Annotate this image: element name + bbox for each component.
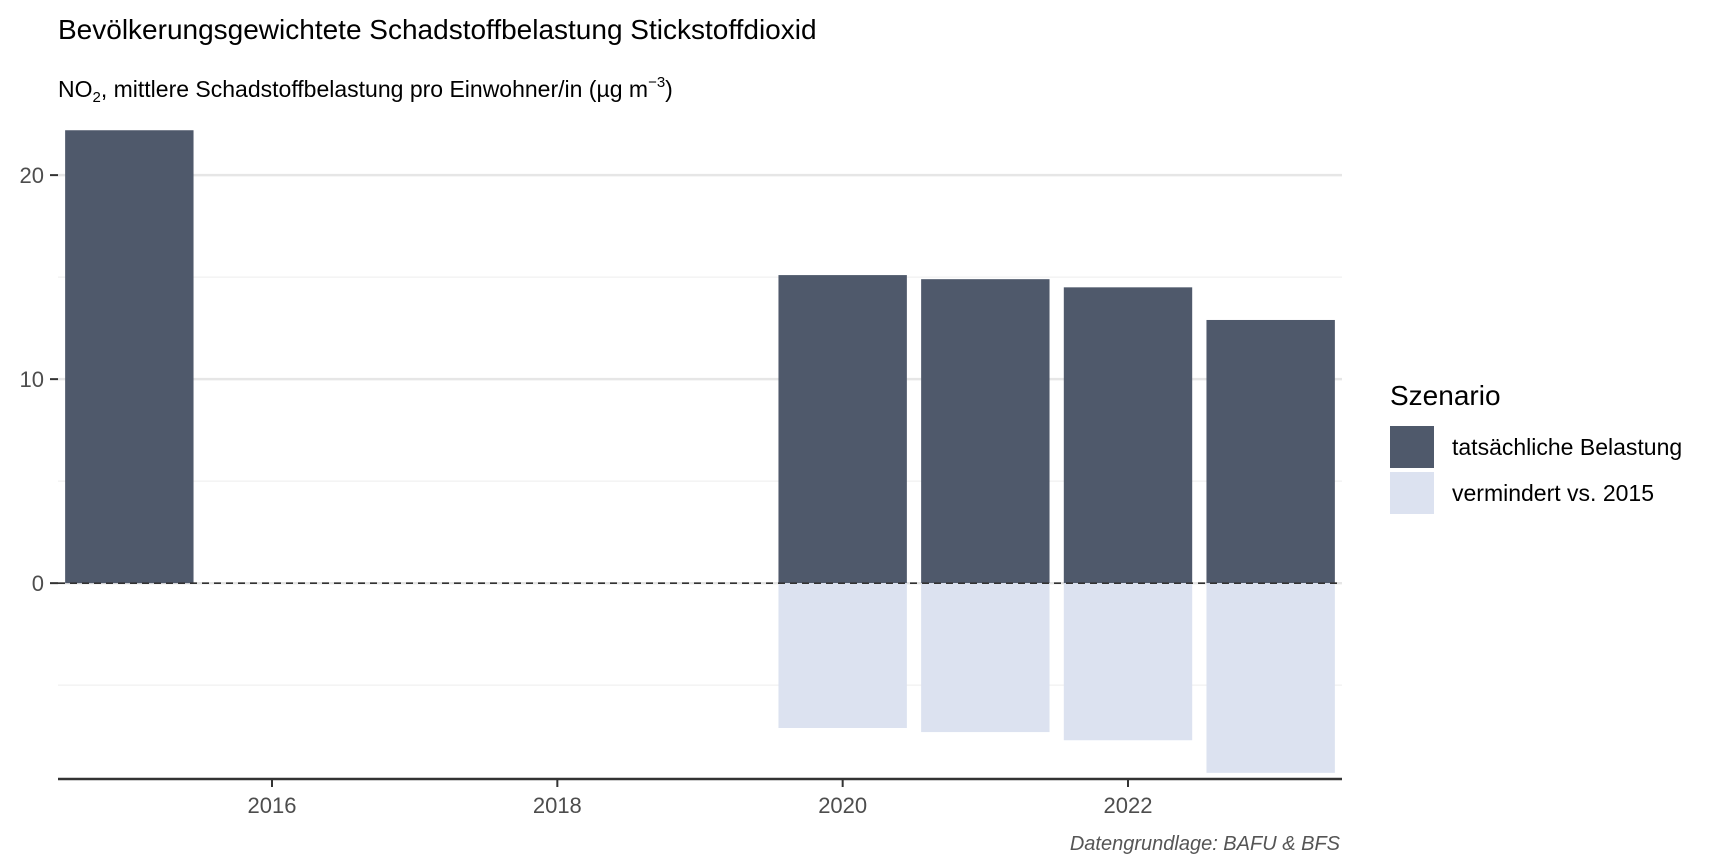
subtitle-subscript: 2 (92, 89, 101, 106)
legend-label-reduced: vermindert vs. 2015 (1452, 479, 1654, 506)
bar-1-2023 (1206, 583, 1335, 773)
y-tick-label: 20 (20, 163, 44, 188)
legend-item-reduced: vermindert vs. 2015 (1390, 470, 1682, 516)
bar-0-2022 (1063, 287, 1193, 584)
bar-layer (65, 130, 1335, 773)
x-tick-label: 2020 (818, 793, 867, 818)
subtitle-middle: , mittlere Schadstoffbelastung pro Einwo… (100, 76, 649, 102)
bar-1-2020 (778, 583, 907, 728)
legend-swatch-actual (1390, 426, 1434, 468)
y-tick-label: 0 (32, 571, 44, 596)
bar-0-2015 (65, 130, 194, 584)
bar-0-2021 (921, 279, 1050, 584)
subtitle-suffix: ) (665, 76, 673, 102)
bar-0-2020 (778, 275, 907, 584)
legend: Szenario tatsächliche Belastung verminde… (1390, 380, 1682, 516)
legend-swatch-reduced (1390, 472, 1434, 514)
subtitle-prefix: NO (58, 76, 93, 102)
subtitle-superscript: −3 (648, 74, 666, 91)
bar-1-2021 (921, 583, 1050, 733)
axis-layer: 0 10 20 2016 2018 2020 2022 (20, 163, 1342, 818)
x-tick-label: 2016 (248, 793, 297, 818)
bar-0-2023 (1206, 319, 1335, 584)
legend-title: Szenario (1390, 380, 1501, 411)
chart-title: Bevölkerungsgewichtete Schadstoffbelastu… (58, 14, 817, 45)
y-tick-label: 10 (20, 367, 44, 392)
x-tick-label: 2022 (1104, 793, 1153, 818)
legend-item-actual: tatsächliche Belastung (1390, 424, 1682, 470)
x-tick-label: 2018 (533, 793, 582, 818)
chart-caption: Datengrundlage: BAFU & BFS (1069, 833, 1340, 855)
chart-subtitle: NO2, mittlere Schadstoffbelastung pro Ei… (58, 74, 673, 106)
legend-label-actual: tatsächliche Belastung (1452, 433, 1683, 460)
bar-1-2022 (1063, 583, 1193, 741)
